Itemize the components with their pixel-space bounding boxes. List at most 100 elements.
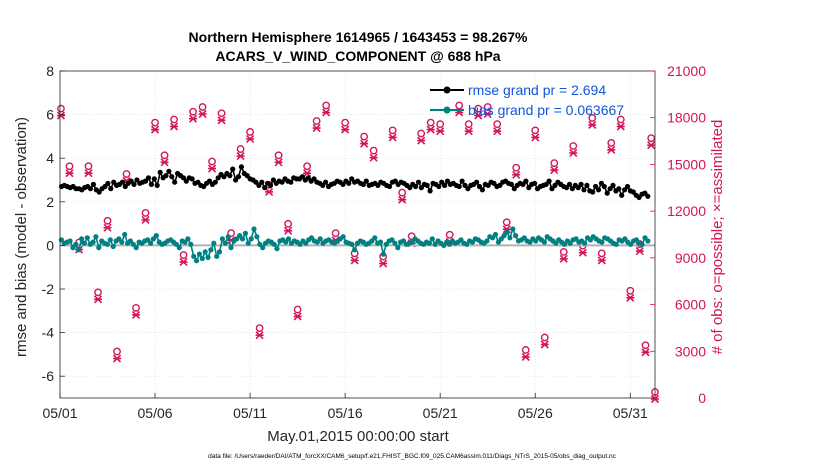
- possible-marker-18: [227, 229, 235, 238]
- possible-marker-21: [255, 324, 264, 333]
- assimilated-marker-3: [84, 169, 93, 178]
- assimilated-marker-1: [65, 169, 74, 178]
- rmse-point-130: [436, 183, 442, 190]
- rmse-point-127: [427, 188, 433, 194]
- possible-marker-42: [455, 101, 464, 110]
- rmse-point-202: [645, 193, 651, 199]
- bias-point-49: [199, 255, 205, 262]
- rmse-point-62: [238, 164, 244, 170]
- y-left-tick-label-0: -6: [42, 368, 55, 384]
- x-tick-label-6: 05/31: [613, 405, 648, 421]
- legend: rmse grand pr = 2.694 bias grand pr = 0.…: [430, 82, 624, 118]
- rmse-point-155: [508, 181, 514, 187]
- y-left-tick-label-7: 8: [46, 63, 54, 79]
- rmse-point-163: [532, 180, 538, 186]
- assimilated-marker-54: [569, 148, 578, 158]
- possible-marker-39: [426, 118, 435, 127]
- possible-marker-23: [274, 151, 283, 160]
- bias-point-64: [242, 230, 248, 236]
- possible-marker-50: [531, 126, 540, 135]
- possible-marker-6: [113, 347, 121, 356]
- assimilated-marker-11: [160, 158, 169, 167]
- legend-bias-label: bias grand pr = 0.063667: [468, 102, 624, 118]
- assimilated-marker-23: [274, 158, 283, 167]
- possible-marker-43: [464, 120, 473, 129]
- possible-marker-16: [208, 157, 216, 166]
- assimilated-marker-48: [512, 170, 521, 179]
- bias-point-109: [372, 235, 378, 241]
- assimilated-marker-57: [597, 256, 606, 265]
- assimilated-marker-53: [559, 254, 568, 263]
- bias-point-44: [185, 236, 191, 242]
- y-right-tick-label-5: 15000: [667, 156, 706, 172]
- bias-point-47: [193, 258, 200, 264]
- possible-marker-58: [607, 138, 616, 147]
- rmse-point-30: [145, 175, 152, 181]
- assimilated-marker-24: [284, 226, 293, 235]
- bias-point-3: [67, 238, 73, 244]
- assimilated-marker-56: [588, 120, 597, 130]
- possible-marker-4: [94, 288, 102, 297]
- assimilated-marker-50: [531, 133, 540, 142]
- rmse-point-188: [604, 190, 610, 196]
- possible-marker-49: [521, 346, 530, 354]
- assimilated-marker-6: [112, 354, 122, 363]
- rmse-point-38: [169, 174, 175, 180]
- bias-point-168: [541, 239, 548, 245]
- rmse-point-126: [424, 182, 430, 188]
- rmse-point-179: [578, 181, 584, 187]
- possible-marker-27: [312, 117, 321, 125]
- rmse-point-113: [386, 183, 393, 190]
- bias-point-70: [260, 245, 266, 251]
- possible-marker-12: [170, 115, 178, 124]
- assimilated-marker-13: [179, 257, 188, 267]
- possible-marker-29: [331, 229, 340, 238]
- possible-marker-44: [474, 104, 483, 113]
- bias-point-193: [613, 241, 619, 247]
- bias-point-31: [148, 240, 154, 246]
- rmse-point-192: [616, 186, 622, 192]
- bias-point-50: [202, 249, 208, 255]
- assimilated-marker-9: [141, 215, 150, 224]
- rmse-point-183: [590, 189, 596, 195]
- bias-point-45: [188, 241, 194, 247]
- possible-marker-36: [398, 188, 407, 197]
- assimilated-marker-63: [647, 141, 656, 150]
- bias-point-202: [639, 241, 645, 247]
- possible-marker-8: [132, 304, 140, 312]
- bias-point-51: [205, 254, 211, 260]
- rmse-point-91: [323, 179, 329, 185]
- assimilated-marker-62: [641, 348, 650, 357]
- assimilated-marker-0: [56, 111, 66, 120]
- rmse-point-105: [363, 178, 369, 184]
- bias-point-5: [73, 241, 79, 247]
- possible-marker-63: [647, 134, 656, 143]
- assimilated-marker-43: [464, 127, 473, 136]
- legend-rmse-label: rmse grand pr = 2.694: [468, 82, 606, 98]
- x-tick-label-1: 05/06: [138, 405, 173, 421]
- possible-marker-28: [322, 101, 331, 110]
- y-right-tick-label-6: 18000: [667, 110, 706, 126]
- bias-point-55: [216, 249, 223, 255]
- assimilated-marker-64: [650, 394, 660, 404]
- bias-point-65: [245, 240, 251, 246]
- assimilated-marker-49: [521, 352, 530, 362]
- bias-point-6: [76, 247, 82, 253]
- y-left-tick-label-5: 4: [46, 150, 54, 166]
- possible-marker-20: [246, 128, 254, 136]
- possible-marker-40: [436, 120, 445, 129]
- rmse-point-11: [90, 181, 96, 187]
- rmse-point-31: [148, 181, 154, 187]
- bias-point-16: [104, 241, 110, 247]
- assimilated-marker-55: [578, 248, 587, 257]
- bias-point-75: [274, 246, 280, 252]
- chart-title-line1: Northern Hemisphere 1614965 / 1643453 = …: [189, 29, 528, 45]
- bias-point-155: [504, 229, 510, 235]
- possible-marker-7: [122, 170, 131, 178]
- y-left-tick-label-6: 6: [46, 107, 54, 123]
- rmse-point-36: [163, 173, 169, 179]
- rmse-point-32: [151, 176, 157, 182]
- bias-point-79: [285, 236, 292, 242]
- assimilated-marker-19: [236, 152, 245, 161]
- rmse-point-59: [230, 166, 236, 172]
